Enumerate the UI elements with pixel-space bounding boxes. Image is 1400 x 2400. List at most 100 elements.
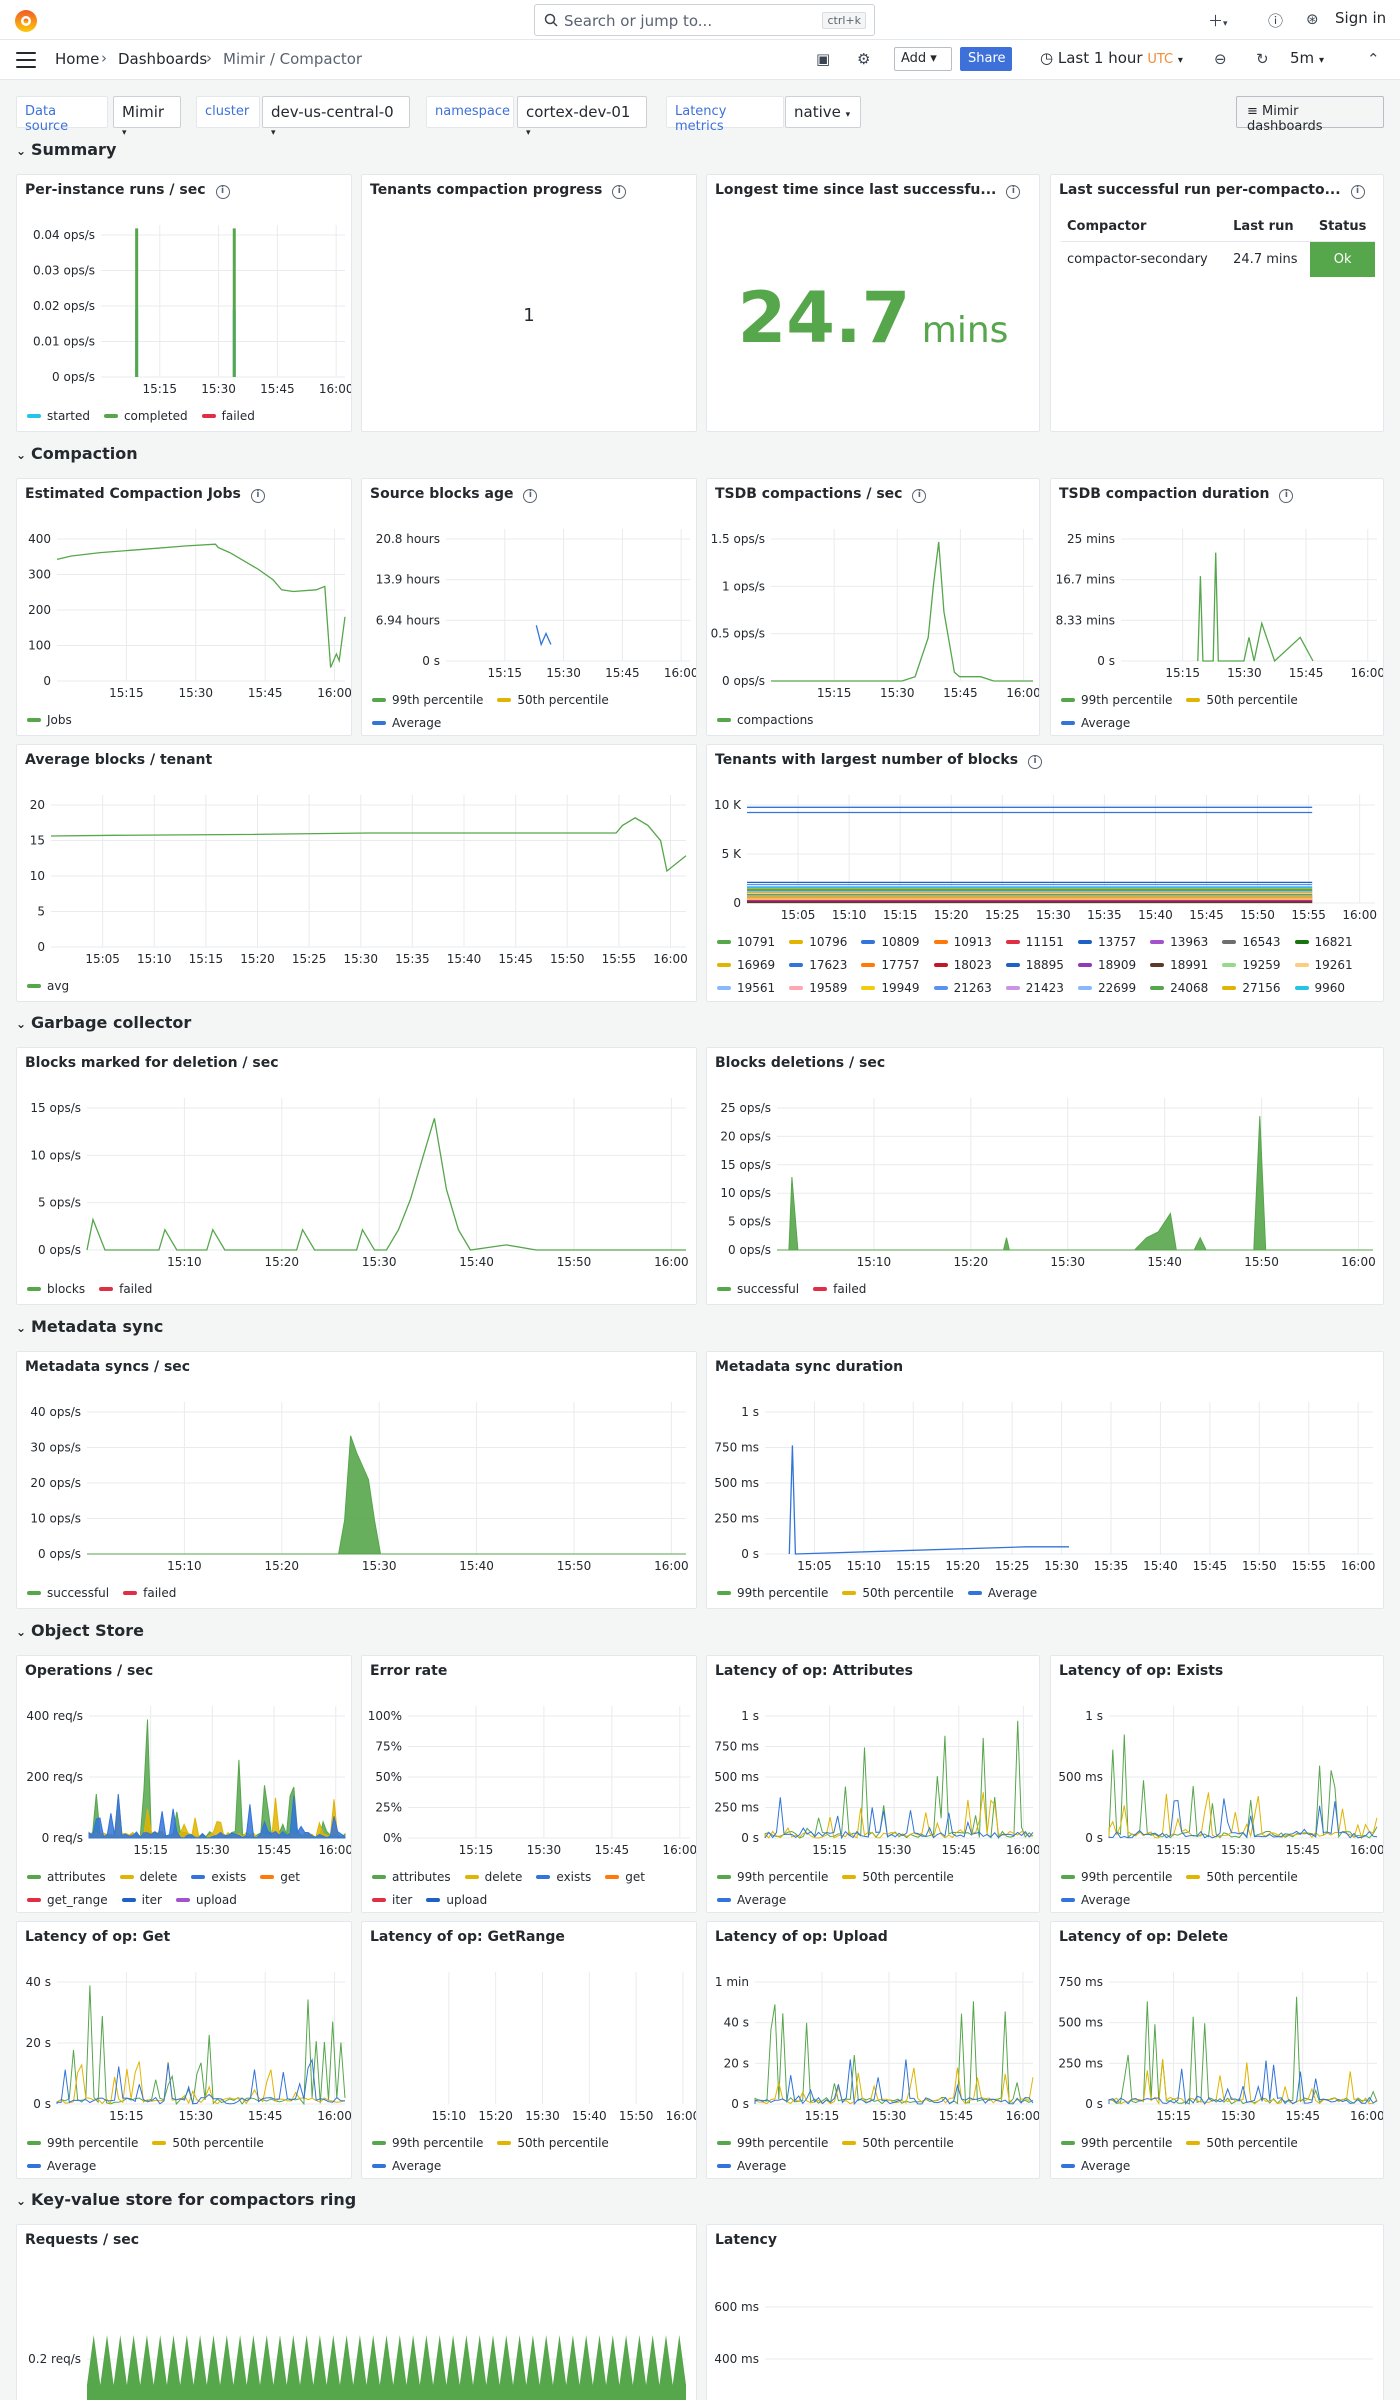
chart-svg[interactable]: 0 5 K 10 K 15:05 15:10 15:15 15:20 15:25 15:30 15… (707, 745, 1384, 1002)
panel-p5[interactable]: Estimated Compaction Jobs i 0 100 200 300 400 1… (16, 478, 352, 736)
legend-item[interactable]: Jobs (27, 709, 72, 732)
panel-p1[interactable]: Per-instance runs / sec i 0 ops/s 0.01 ops/… (16, 174, 352, 432)
legend-item[interactable]: avg (27, 975, 69, 998)
row-summary[interactable]: ⌄ Summary (16, 140, 116, 159)
legend-item[interactable]: 16821 (1294, 931, 1353, 954)
panel-p10[interactable]: Tenants with largest number of blocks i 0 5… (706, 744, 1384, 1002)
legend-item[interactable]: compactions (717, 709, 813, 732)
table-header[interactable]: Status (1310, 213, 1375, 242)
panel-p9[interactable]: Average blocks / tenant 0 5 10 15 20 15:05 15:1… (16, 744, 697, 1002)
help-icon[interactable]: ⓘ (1268, 12, 1284, 30)
panel-p13[interactable]: Metadata syncs / sec 0 ops/s 10 ops/s 20 op… (16, 1351, 697, 1609)
legend-item[interactable]: 18895 (1005, 954, 1064, 977)
panel-title[interactable]: Source blocks age i (370, 486, 538, 503)
legend-item[interactable]: 10913 (933, 931, 992, 954)
panel-title[interactable]: Per-instance runs / sec i (25, 182, 230, 199)
info-icon[interactable]: i (523, 489, 538, 503)
chart-svg[interactable]: 0 s 8.33 mins 16.7 mins 25 mins 15:15 15:30 15… (1051, 479, 1384, 736)
legend-item[interactable]: get_range (27, 1889, 108, 1912)
variable-select-datasource[interactable]: Mimir ▾ (113, 96, 181, 138)
legend-item[interactable]: Average (1061, 1889, 1130, 1912)
table-header[interactable]: Last run (1227, 213, 1311, 242)
panel-title[interactable]: Latency of op: Attributes (715, 1663, 913, 1679)
panel-p15[interactable]: Operations / sec 0 req/s 200 req/s 400 req/… (16, 1655, 352, 1913)
panel-title[interactable]: Tenants with largest number of blocks i (715, 752, 1043, 769)
legend-item[interactable]: attributes (27, 1866, 106, 1889)
breadcrumb-dashboards[interactable]: Dashboards (118, 50, 208, 68)
legend-item[interactable]: Average (967, 1582, 1037, 1605)
panel-title[interactable]: Error rate (370, 1663, 447, 1679)
legend-item[interactable]: 21263 (933, 977, 992, 1000)
legend-item[interactable]: Average (372, 712, 441, 735)
panel-title[interactable]: Latency of op: Delete (1059, 1929, 1228, 1945)
grafana-logo-icon[interactable] (13, 8, 39, 34)
panel-title[interactable]: Metadata syncs / sec (25, 1359, 190, 1375)
panel-title[interactable]: Longest time since last successfu... i (715, 182, 1021, 199)
save-icon[interactable]: ▣ (816, 50, 831, 68)
row-metadata-sync[interactable]: ⌄ Metadata sync (16, 1317, 163, 1336)
legend-item[interactable]: delete (119, 1866, 177, 1889)
legend-item[interactable]: 21423 (1005, 977, 1064, 1000)
panel-p22[interactable]: Latency of op: Delete 0 s 250 ms 500 ms 750 … (1050, 1921, 1384, 2179)
legend-item[interactable]: upload (426, 1889, 487, 1912)
panel-p6[interactable]: Source blocks age i 0 s 6.94 hours 13.9 hour… (361, 478, 697, 736)
legend-item[interactable]: 13757 (1077, 931, 1136, 954)
panel-p14[interactable]: Metadata sync duration 0 s 250 ms 500 ms 750… (706, 1351, 1384, 1609)
collapse-up-icon[interactable]: ⌃ (1367, 50, 1380, 68)
legend-item[interactable]: 50th percentile (497, 2132, 609, 2155)
legend-item[interactable]: started (27, 405, 90, 428)
info-icon[interactable]: i (250, 489, 265, 503)
legend-item[interactable]: completed (103, 405, 188, 428)
panel-p20[interactable]: Latency of op: GetRange 15:10 15:20 15:30 15… (361, 1921, 697, 2179)
panel-title[interactable]: Last successful run per-compacto... i (1059, 182, 1365, 199)
legend-item[interactable]: successful (27, 1582, 109, 1605)
legend-item[interactable]: 99th percentile (1061, 2132, 1172, 2155)
legend-item[interactable]: Average (717, 1889, 786, 1912)
legend-item[interactable]: iter (372, 1889, 412, 1912)
row-object-store[interactable]: ⌄ Object Store (16, 1621, 144, 1640)
legend-item[interactable]: 18023 (933, 954, 992, 977)
legend-item[interactable]: 50th percentile (497, 689, 609, 712)
panel-title[interactable]: TSDB compactions / sec i (715, 486, 927, 503)
legend-item[interactable]: 99th percentile (27, 2132, 138, 2155)
panel-p8[interactable]: TSDB compaction duration i 0 s 8.33 mins 16.… (1050, 478, 1384, 736)
legend-item[interactable]: 50th percentile (152, 2132, 264, 2155)
legend-item[interactable]: 19561 (717, 977, 775, 1000)
legend-item[interactable]: successful (717, 1278, 799, 1301)
legend-item[interactable]: 99th percentile (717, 1582, 828, 1605)
legend-item[interactable]: 19949 (861, 977, 920, 1000)
legend-item[interactable]: iter (121, 1889, 162, 1912)
legend-item[interactable]: 16969 (717, 954, 775, 977)
legend-item[interactable]: 9960 (1294, 977, 1345, 1000)
chart-svg[interactable]: 0 ops/s 5 ops/s 10 ops/s 15 ops/s 15:10 15:20… (17, 1048, 697, 1305)
panel-title[interactable]: Metadata sync duration (715, 1359, 903, 1375)
legend-item[interactable]: 10791 (717, 931, 775, 954)
mimir-dashboards-button[interactable]: ≡ Mimir dashboards (1236, 96, 1384, 134)
row-kv-store[interactable]: ⌄ Key-value store for compactors ring (16, 2190, 356, 2209)
chart-svg[interactable]: 0 s 20 s 40 s 1 min 15:15 15:30 15:45 16:00 (707, 1922, 1040, 2179)
legend-item[interactable]: exists (536, 1866, 591, 1889)
legend-item[interactable]: 19589 (789, 977, 847, 1000)
legend-item[interactable]: 99th percentile (372, 2132, 483, 2155)
panel-title[interactable]: Estimated Compaction Jobs i (25, 486, 265, 503)
legend-item[interactable]: failed (123, 1582, 176, 1605)
legend-item[interactable]: 19261 (1294, 954, 1353, 977)
settings-gear-icon[interactable]: ⚙ (857, 50, 871, 68)
info-icon[interactable]: i (215, 185, 230, 199)
legend-item[interactable]: get (260, 1866, 300, 1889)
legend-item[interactable]: 10796 (789, 931, 847, 954)
legend-item[interactable]: 13963 (1150, 931, 1208, 954)
info-icon[interactable]: i (1028, 755, 1043, 769)
legend-item[interactable]: 22699 (1077, 977, 1136, 1000)
chart-svg[interactable]: 0 s 250 ms 500 ms 750 ms 1 s 15:15 15:30 15:45 1… (707, 1656, 1040, 1913)
variable-select-latency[interactable]: native ▾ (785, 96, 861, 128)
legend-item[interactable]: 18991 (1150, 954, 1208, 977)
legend-item[interactable]: Average (717, 2155, 786, 2178)
info-icon[interactable]: i (612, 185, 627, 199)
info-icon[interactable]: i (912, 489, 927, 503)
legend-item[interactable]: 11151 (1005, 931, 1064, 954)
legend-item[interactable]: failed (813, 1278, 866, 1301)
legend-item[interactable]: 99th percentile (1061, 689, 1172, 712)
